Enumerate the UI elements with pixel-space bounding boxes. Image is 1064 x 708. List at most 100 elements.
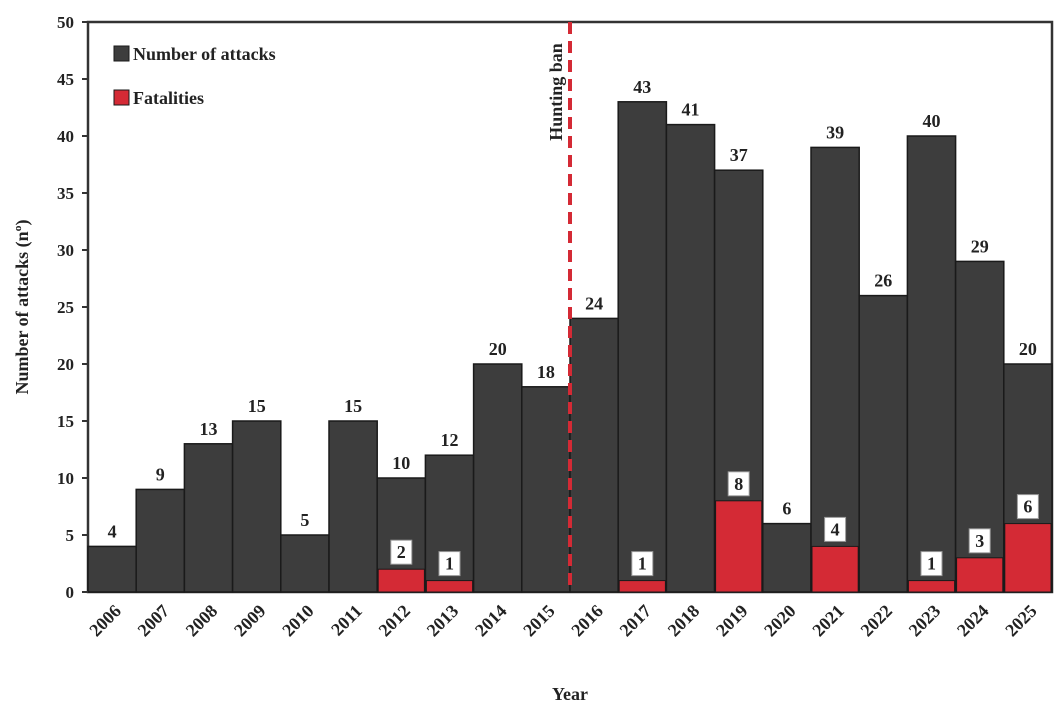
- x-tick-label-2025: 2025: [1001, 601, 1041, 641]
- bar-attacks-2011: [328, 420, 378, 593]
- label-attacks-2019: 37: [730, 145, 748, 165]
- label-attacks-2007: 9: [156, 464, 165, 484]
- legend-swatch-attacks: [113, 45, 130, 62]
- y-tick-label-35: 35: [57, 184, 74, 203]
- y-tick-label-15: 15: [57, 412, 74, 431]
- label-fatalities-2021: 4: [831, 519, 840, 539]
- label-attacks-2008: 13: [200, 419, 218, 439]
- x-tick-label-2013: 2013: [423, 601, 463, 641]
- label-box-fatalities-2013: [438, 551, 461, 577]
- bar-attacks-2008: [183, 443, 234, 593]
- x-tick-label-2020: 2020: [760, 601, 800, 641]
- x-tick-label-2017: 2017: [616, 601, 656, 641]
- label-attacks-2017: 43: [633, 77, 651, 97]
- label-box-fatalities-2019: [727, 471, 750, 497]
- y-tick-label-30: 30: [57, 241, 74, 260]
- legend-label-fatalities: Fatalities: [133, 88, 204, 108]
- y-axis: 0 5 10 15 20 25 30 35 40 45 50: [57, 13, 88, 602]
- label-box-fatalities-2023: [920, 551, 943, 577]
- x-tick-label-2016: 2016: [567, 601, 607, 641]
- label-attacks-2013: 12: [441, 430, 459, 450]
- label-fatalities-2023: 1: [927, 554, 936, 574]
- x-tick-label-2015: 2015: [519, 601, 559, 641]
- bar-attacks-2010: [280, 534, 330, 593]
- bar-attacks-2023: [906, 135, 957, 593]
- label-attacks-2012: 10: [392, 453, 410, 473]
- label-box-fatalities-2017: [631, 551, 654, 577]
- label-box-fatalities-2021: [824, 516, 847, 542]
- y-tick-label-0: 0: [66, 583, 75, 602]
- bar-fatalities-2021: [811, 545, 859, 593]
- bar-fatalities-2019: [715, 500, 763, 593]
- label-fatalities-2019: 8: [734, 474, 743, 494]
- x-tick-label-2014: 2014: [471, 601, 511, 641]
- legend-label-attacks: Number of attacks: [133, 44, 276, 64]
- bar-attacks-2017: [617, 101, 668, 593]
- y-tick-label-5: 5: [66, 526, 75, 545]
- bar-attacks-2022: [858, 294, 909, 593]
- bar-attacks-2016: [569, 317, 619, 593]
- y-tick-label-20: 20: [57, 355, 74, 374]
- bar-fatalities-2025: [1004, 523, 1052, 593]
- label-fatalities-2017: 1: [638, 554, 647, 574]
- y-tick-label-45: 45: [57, 70, 74, 89]
- label-attacks-2014: 20: [489, 339, 507, 359]
- y-tick-label-10: 10: [57, 469, 74, 488]
- x-tick-label-2008: 2008: [182, 601, 222, 641]
- label-attacks-2024: 29: [971, 236, 989, 256]
- x-tick-label-2011: 2011: [327, 601, 366, 640]
- label-box-fatalities-2012: [390, 539, 413, 565]
- x-axis-title: Year: [552, 684, 588, 704]
- label-attacks-2009: 15: [248, 396, 266, 416]
- label-attacks-2011: 15: [344, 396, 362, 416]
- bar-attacks-2015: [521, 386, 571, 593]
- y-tick-label-40: 40: [57, 127, 74, 146]
- x-tick-label-2007: 2007: [134, 601, 174, 641]
- y-tick-label-25: 25: [57, 298, 74, 317]
- x-tick-label-2009: 2009: [230, 601, 270, 641]
- bar-attacks-2020: [762, 522, 812, 593]
- x-tick-label-2021: 2021: [808, 601, 848, 641]
- y-tick-label-50: 50: [57, 13, 74, 32]
- label-attacks-2022: 26: [874, 271, 892, 291]
- bar-fatalities-2023: [907, 580, 956, 593]
- label-attacks-2023: 40: [923, 111, 941, 131]
- label-fatalities-2024: 3: [975, 531, 984, 551]
- data-labels: 4 9 13 15 5 15 10 2 12 1 20 18 24 43 1 41 37 8 6 39 4 26 40 1 29…: [108, 77, 1039, 577]
- fatalities-series: [377, 500, 1052, 593]
- label-fatalities-2013: 1: [445, 554, 454, 574]
- x-tick-label-2010: 2010: [278, 601, 318, 641]
- x-tick-label-2022: 2022: [857, 601, 897, 641]
- hunting-ban-annotation: Hunting ban: [546, 22, 572, 592]
- x-tick-label-2012: 2012: [375, 601, 415, 641]
- label-attacks-2006: 4: [108, 521, 117, 541]
- x-tick-label-2018: 2018: [664, 601, 704, 641]
- label-attacks-2025: 20: [1019, 339, 1037, 359]
- bar-attacks-2006: [87, 545, 137, 593]
- x-axis: 2006 2007 2008 2009 2010 2011 2012 2013 2014 2015…: [85, 601, 1040, 641]
- x-tick-label-2019: 2019: [712, 601, 752, 641]
- x-tick-label-2023: 2023: [905, 601, 945, 641]
- bar-fatalities-2012: [377, 568, 425, 593]
- label-attacks-2015: 18: [537, 362, 555, 382]
- label-fatalities-2012: 2: [397, 542, 406, 562]
- label-box-fatalities-2024: [968, 528, 991, 554]
- bar-attacks-2018: [665, 123, 716, 593]
- y-axis-title: Number of attacks (nº): [12, 219, 33, 394]
- hunting-ban-label: Hunting ban: [546, 43, 566, 141]
- bar-attacks-2014: [472, 363, 523, 593]
- label-attacks-2018: 41: [682, 100, 700, 120]
- x-tick-label-2024: 2024: [953, 601, 993, 641]
- legend: Number of attacks Fatalities: [113, 44, 276, 108]
- label-box-fatalities-2025: [1016, 494, 1039, 520]
- x-tick-label-2006: 2006: [85, 601, 125, 641]
- label-attacks-2021: 39: [826, 122, 844, 142]
- label-attacks-2016: 24: [585, 293, 603, 313]
- label-attacks-2010: 5: [300, 510, 309, 530]
- bar-fatalities-2024: [956, 557, 1004, 593]
- label-attacks-2020: 6: [782, 499, 791, 519]
- bar-attacks-2007: [135, 488, 186, 593]
- bar-fatalities-2013: [425, 580, 474, 593]
- bar-fatalities-2017: [618, 580, 666, 593]
